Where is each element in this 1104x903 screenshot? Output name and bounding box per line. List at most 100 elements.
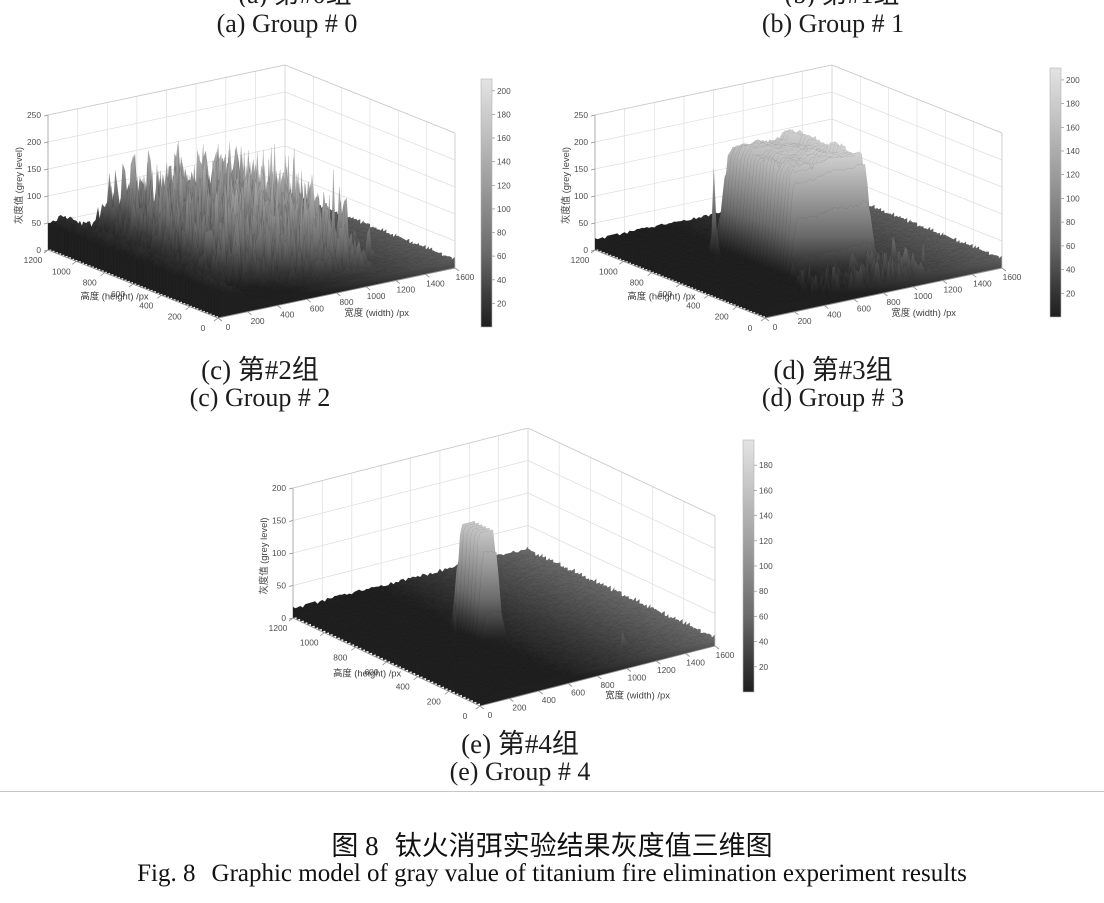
page-divider-rule (0, 791, 1104, 792)
svg-text:50: 50 (277, 581, 287, 591)
figure-caption-en: Fig. 8 Graphic model of gray value of tit… (137, 860, 967, 888)
surface-mesh (594, 129, 1003, 319)
svg-text:120: 120 (497, 181, 511, 190)
surface-mesh (292, 520, 716, 707)
svg-text:1600: 1600 (1003, 272, 1022, 282)
svg-text:200: 200 (497, 87, 511, 96)
svg-text:80: 80 (759, 587, 769, 596)
svg-text:600: 600 (857, 303, 871, 313)
svg-text:100: 100 (27, 191, 41, 201)
caption-a-zh-text: (a) 第#0组 (238, 0, 351, 7)
svg-text:150: 150 (272, 516, 286, 526)
svg-text:800: 800 (333, 652, 347, 662)
svg-text:40: 40 (1066, 266, 1076, 275)
svg-text:400: 400 (827, 310, 841, 320)
svg-text:140: 140 (759, 512, 773, 521)
svg-text:1200: 1200 (657, 665, 676, 675)
svg-text:100: 100 (272, 548, 286, 558)
z-axis-label: 灰度值 (grey level) (560, 147, 571, 224)
svg-text:800: 800 (601, 680, 615, 690)
svg-text:0: 0 (463, 711, 468, 721)
y-axis-label: 高度 (height) /px (80, 291, 149, 302)
svg-text:160: 160 (1066, 123, 1080, 132)
axes-tick-labels: 0 50 100 150 200 1200 1000 800 600 400 200 0 0 200 400… (258, 483, 735, 721)
svg-text:80: 80 (1066, 218, 1076, 227)
svg-text:250: 250 (27, 110, 41, 120)
surface-mesh (47, 141, 456, 319)
axes-tick-labels: 0 50 100 150 200 250 1200 1000 800 600 400 200 0 0 200… (560, 110, 1022, 333)
y-axis-label: 高度 (height) /px (627, 291, 696, 302)
colorbar-group2: 20 40 60 80 100 120 140 160 180 200 (467, 75, 519, 338)
svg-text:120: 120 (1066, 171, 1080, 180)
colorbar-canvas-e: 20 40 60 80 100 120 140 160 180 (742, 439, 773, 693)
svg-text:150: 150 (27, 164, 41, 174)
svg-text:140: 140 (1066, 147, 1080, 156)
surface-3d-canvas-d: 0 50 100 150 200 250 1200 1000 800 600 400 200 0 0 200… (560, 64, 1022, 333)
svg-text:150: 150 (574, 164, 588, 174)
svg-text:1400: 1400 (686, 658, 705, 668)
svg-text:400: 400 (139, 300, 153, 310)
svg-text:120: 120 (759, 537, 773, 546)
svg-text:60: 60 (759, 612, 769, 621)
caption-a-en: (a) Group # 0 (216, 9, 358, 38)
svg-text:1000: 1000 (599, 266, 618, 276)
svg-text:600: 600 (111, 289, 125, 299)
svg-text:0: 0 (281, 613, 286, 623)
caption-b-en: (b) Group # 1 (761, 9, 905, 38)
svg-text:400: 400 (280, 310, 294, 320)
svg-text:1200: 1200 (269, 623, 288, 633)
svg-text:0: 0 (773, 322, 778, 332)
svg-text:200: 200 (251, 316, 265, 326)
svg-text:40: 40 (497, 276, 507, 285)
svg-text:1200: 1200 (943, 285, 962, 295)
svg-text:20: 20 (497, 299, 507, 308)
svg-text:1200: 1200 (396, 285, 415, 295)
svg-text:1000: 1000 (300, 638, 319, 648)
svg-text:0: 0 (226, 322, 231, 332)
colorbar-canvas-d: 20 40 60 80 100 120 140 160 180 200 (1049, 67, 1080, 318)
svg-text:600: 600 (571, 688, 585, 698)
svg-text:1200: 1200 (571, 255, 590, 265)
svg-text:100: 100 (497, 205, 511, 214)
svg-text:50: 50 (579, 218, 589, 228)
svg-text:1600: 1600 (716, 650, 735, 660)
svg-text:100: 100 (574, 191, 588, 201)
caption-d-zh: (d) 第#3组 (773, 355, 893, 385)
svg-text:200: 200 (574, 137, 588, 147)
caption-c-zh: (c) 第#2组 (201, 355, 319, 385)
svg-text:600: 600 (365, 667, 379, 677)
svg-text:100: 100 (759, 562, 773, 571)
colorbar-group3: 20 40 60 80 100 120 140 160 180 200 (1036, 64, 1088, 327)
svg-text:200: 200 (798, 316, 812, 326)
colorbar-canvas-c: 20 40 60 80 100 120 140 160 180 200 (480, 78, 511, 328)
svg-text:40: 40 (759, 638, 769, 647)
svg-text:60: 60 (497, 252, 507, 261)
svg-text:200: 200 (1066, 76, 1080, 85)
axes-tick-labels: 0 50 100 150 200 250 1200 1000 800 600 400 200 0 0 200… (13, 110, 475, 333)
svg-text:60: 60 (1066, 242, 1076, 251)
svg-text:180: 180 (497, 110, 511, 119)
svg-text:80: 80 (497, 229, 507, 238)
svg-text:160: 160 (497, 134, 511, 143)
svg-text:0: 0 (488, 710, 493, 720)
figure-caption-zh: 图 8 钛火消弭实验结果灰度值三维图 (331, 824, 772, 863)
svg-text:1200: 1200 (24, 255, 43, 265)
svg-text:180: 180 (759, 461, 773, 470)
svg-text:100: 100 (1066, 194, 1080, 203)
svg-text:20: 20 (759, 663, 769, 672)
svg-text:800: 800 (887, 297, 901, 307)
surface-plot-group2: 0 50 100 150 200 250 1200 1000 800 600 400 200 0 0 200… (10, 55, 522, 360)
svg-text:600: 600 (310, 303, 324, 313)
caption-c-en: (c) Group # 2 (189, 383, 331, 412)
svg-text:1400: 1400 (973, 278, 992, 288)
svg-text:800: 800 (630, 278, 644, 288)
svg-text:160: 160 (759, 486, 773, 495)
svg-text:800: 800 (340, 297, 354, 307)
svg-text:0: 0 (583, 245, 588, 255)
svg-text:180: 180 (1066, 100, 1080, 109)
svg-text:20: 20 (1066, 289, 1076, 298)
x-axis-label: 宽度 (width) /px (605, 689, 670, 700)
svg-text:600: 600 (658, 289, 672, 299)
x-axis-label: 宽度 (width) /px (891, 307, 956, 318)
svg-text:1600: 1600 (456, 272, 475, 282)
